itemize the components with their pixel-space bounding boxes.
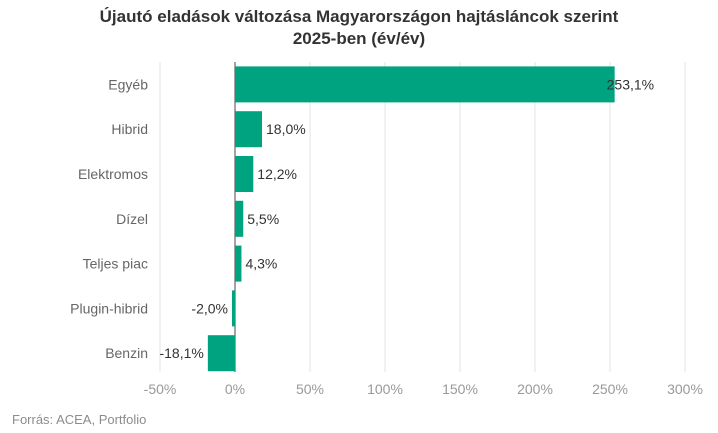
category-label: Elektromos (78, 166, 148, 182)
bar (232, 290, 235, 327)
data-label: -18,1% (159, 345, 203, 361)
bar (235, 156, 254, 192)
data-label: 18,0% (266, 121, 306, 137)
x-tick-label: 200% (517, 381, 553, 397)
chart-title-line-1: Újautó eladások változása Magyarországon… (99, 7, 619, 26)
category-label: Teljes piac (83, 256, 148, 272)
bar (235, 200, 244, 237)
x-tick-label: -50% (144, 381, 177, 397)
data-label: -2,0% (191, 300, 228, 316)
data-label: 253,1% (607, 76, 654, 92)
chart-title-line-2: 2025-ben (év/év) (292, 29, 426, 48)
data-label: 12,2% (257, 166, 297, 182)
x-tick-label: 0% (225, 381, 245, 397)
category-label: Egyéb (108, 76, 148, 92)
category-label: Hibrid (111, 121, 148, 137)
source-note: Forrás: ACEA, Portfolio (12, 412, 147, 427)
x-tick-label: 250% (592, 381, 628, 397)
x-tick-label: 150% (442, 381, 478, 397)
x-tick-label: 300% (667, 381, 703, 397)
category-label: Benzin (105, 345, 148, 361)
bar (235, 111, 262, 148)
x-tick-label: 50% (296, 381, 324, 397)
category-label: Dízel (116, 211, 148, 227)
data-label: 5,5% (247, 211, 279, 227)
bar (207, 335, 235, 372)
x-tick-label: 100% (367, 381, 403, 397)
data-label: 4,3% (245, 256, 277, 272)
bar (235, 66, 615, 103)
chart-title: Újautó eladások változása Magyarországon… (0, 6, 718, 50)
category-label: Plugin-hibrid (70, 300, 148, 316)
bar (235, 245, 242, 282)
